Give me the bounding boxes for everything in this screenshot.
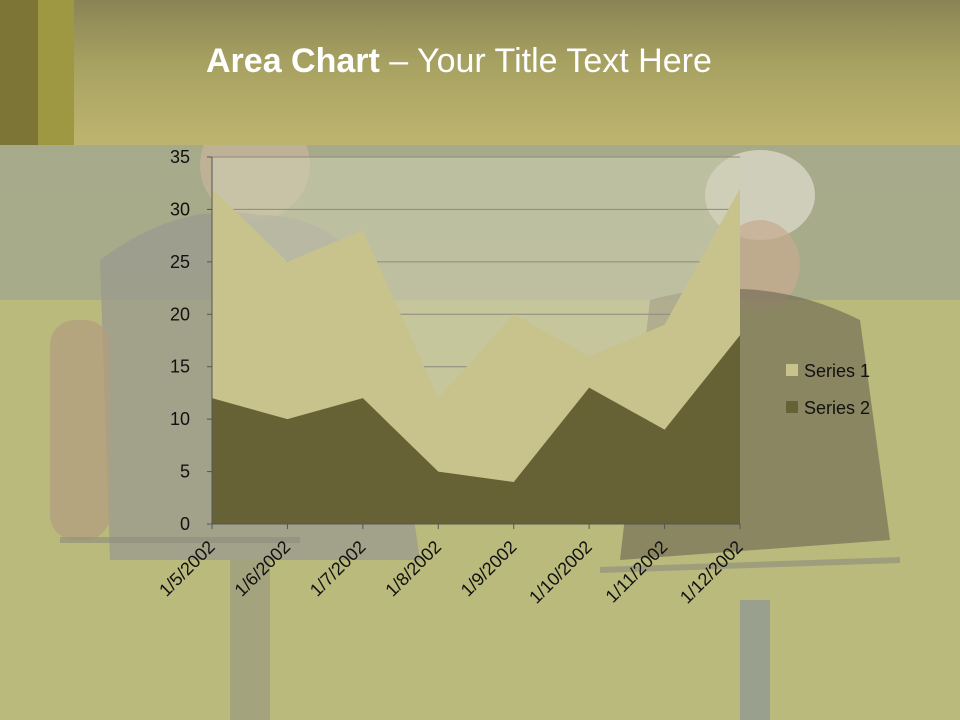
y-tick-label: 35 bbox=[170, 147, 190, 167]
x-tick-label: 1/7/2002 bbox=[306, 537, 370, 601]
x-tick-label: 1/8/2002 bbox=[381, 537, 445, 601]
legend-swatch-series-1 bbox=[786, 364, 798, 376]
x-tick-label: 1/6/2002 bbox=[231, 537, 295, 601]
y-tick-label: 20 bbox=[170, 304, 190, 324]
legend-label-series-1: Series 1 bbox=[804, 361, 870, 381]
x-tick-label: 1/12/2002 bbox=[676, 537, 747, 608]
corner-accent-light bbox=[38, 0, 74, 145]
y-tick-label: 25 bbox=[170, 252, 190, 272]
y-tick-label: 10 bbox=[170, 409, 190, 429]
header-band bbox=[0, 0, 960, 145]
y-tick-label: 15 bbox=[170, 357, 190, 377]
x-tick-label: 1/11/2002 bbox=[602, 537, 672, 607]
title-rest: – Your Title Text Here bbox=[379, 42, 712, 80]
legend-swatch-series-2 bbox=[786, 401, 798, 413]
x-tick-label: 1/5/2002 bbox=[155, 537, 219, 601]
x-tick-label: 1/9/2002 bbox=[457, 537, 521, 601]
title-bold: Area Chart bbox=[206, 42, 380, 80]
legend-label-series-2: Series 2 bbox=[804, 398, 870, 418]
y-tick-label: 5 bbox=[180, 462, 190, 482]
corner-accent-dark bbox=[0, 0, 38, 145]
y-tick-label: 30 bbox=[170, 199, 190, 219]
y-tick-label: 0 bbox=[180, 514, 190, 534]
area-series-2 bbox=[212, 335, 740, 524]
slide-title: Area Chart – Your Title Text Here bbox=[206, 42, 712, 86]
x-tick-label: 1/10/2002 bbox=[525, 537, 596, 608]
